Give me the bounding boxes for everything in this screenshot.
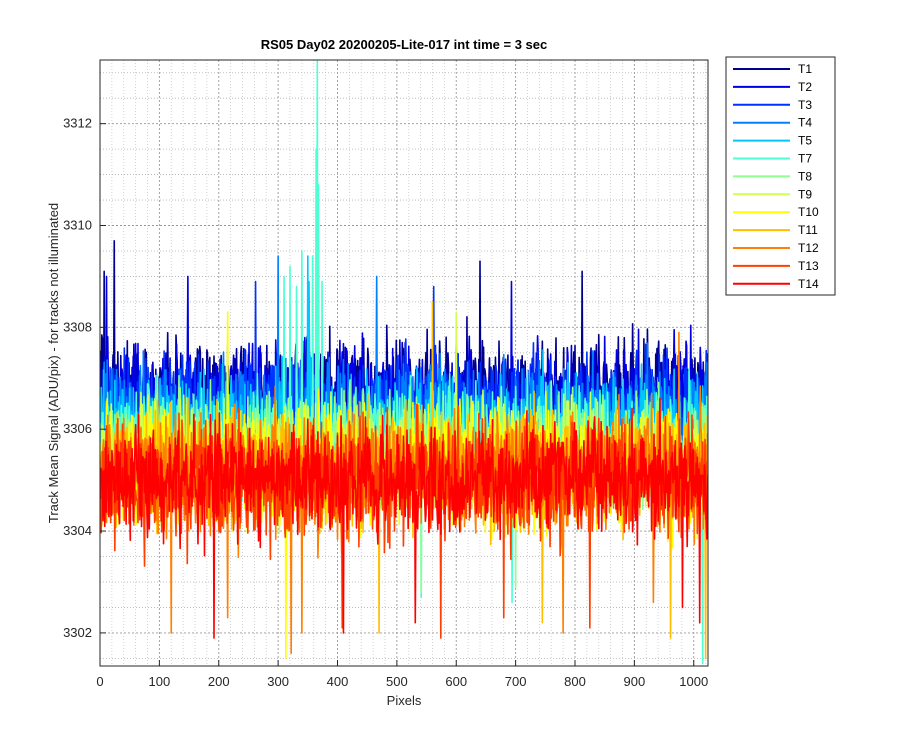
y-axis-label: Track Mean Signal (ADU/pix) - for tracks… [46,203,61,523]
x-tick-label: 700 [505,674,527,689]
x-tick-label: 400 [327,674,349,689]
x-tick-label: 100 [149,674,171,689]
legend: T1 T2 T3 T4 T5 T7 T8 T9 T10 T11 T12 T13 T14 [725,56,836,296]
x-axis-label: Pixels [387,693,422,708]
y-axis: 3302 3304 3306 3308 3310 3312 [63,116,106,640]
x-axis: 0 100 200 300 400 500 600 700 800 900 1000 [96,660,708,689]
axes-box [99,59,709,667]
chart-title: RS05 Day02 20200205-Lite-017 int time = … [261,37,548,52]
legend-label-t7: T7 [798,152,812,166]
legend-label-t3: T3 [798,98,812,112]
x-tick-label: 800 [564,674,586,689]
legend-label-t9: T9 [798,187,812,201]
legend-label-t2: T2 [798,80,812,94]
x-tick-label: 600 [445,674,467,689]
x-tick-label: 1000 [679,674,708,689]
y-tick-label: 3302 [63,625,92,640]
legend-label-t11: T11 [798,223,818,237]
x-tick-label: 500 [386,674,408,689]
legend-label-t8: T8 [798,169,812,183]
legend-label-t12: T12 [798,241,819,255]
y-tick-label: 3308 [63,319,92,334]
y-tick-label: 3310 [63,218,92,233]
legend-label-t10: T10 [798,205,819,219]
y-tick-label: 3304 [63,523,92,538]
x-tick-label: 0 [96,674,103,689]
x-tick-label: 200 [208,674,230,689]
legend-label-t13: T13 [798,259,819,273]
series-line-t14 [100,397,708,639]
x-tick-label: 300 [267,674,289,689]
legend-label-t1: T1 [798,62,812,76]
legend-label-t4: T4 [798,116,812,130]
y-tick-label: 3306 [63,421,92,436]
series-layer [100,60,708,665]
y-tick-label: 3312 [63,116,92,131]
legend-label-t5: T5 [798,134,812,148]
x-tick-label: 900 [624,674,646,689]
legend-label-t14: T14 [798,277,819,291]
